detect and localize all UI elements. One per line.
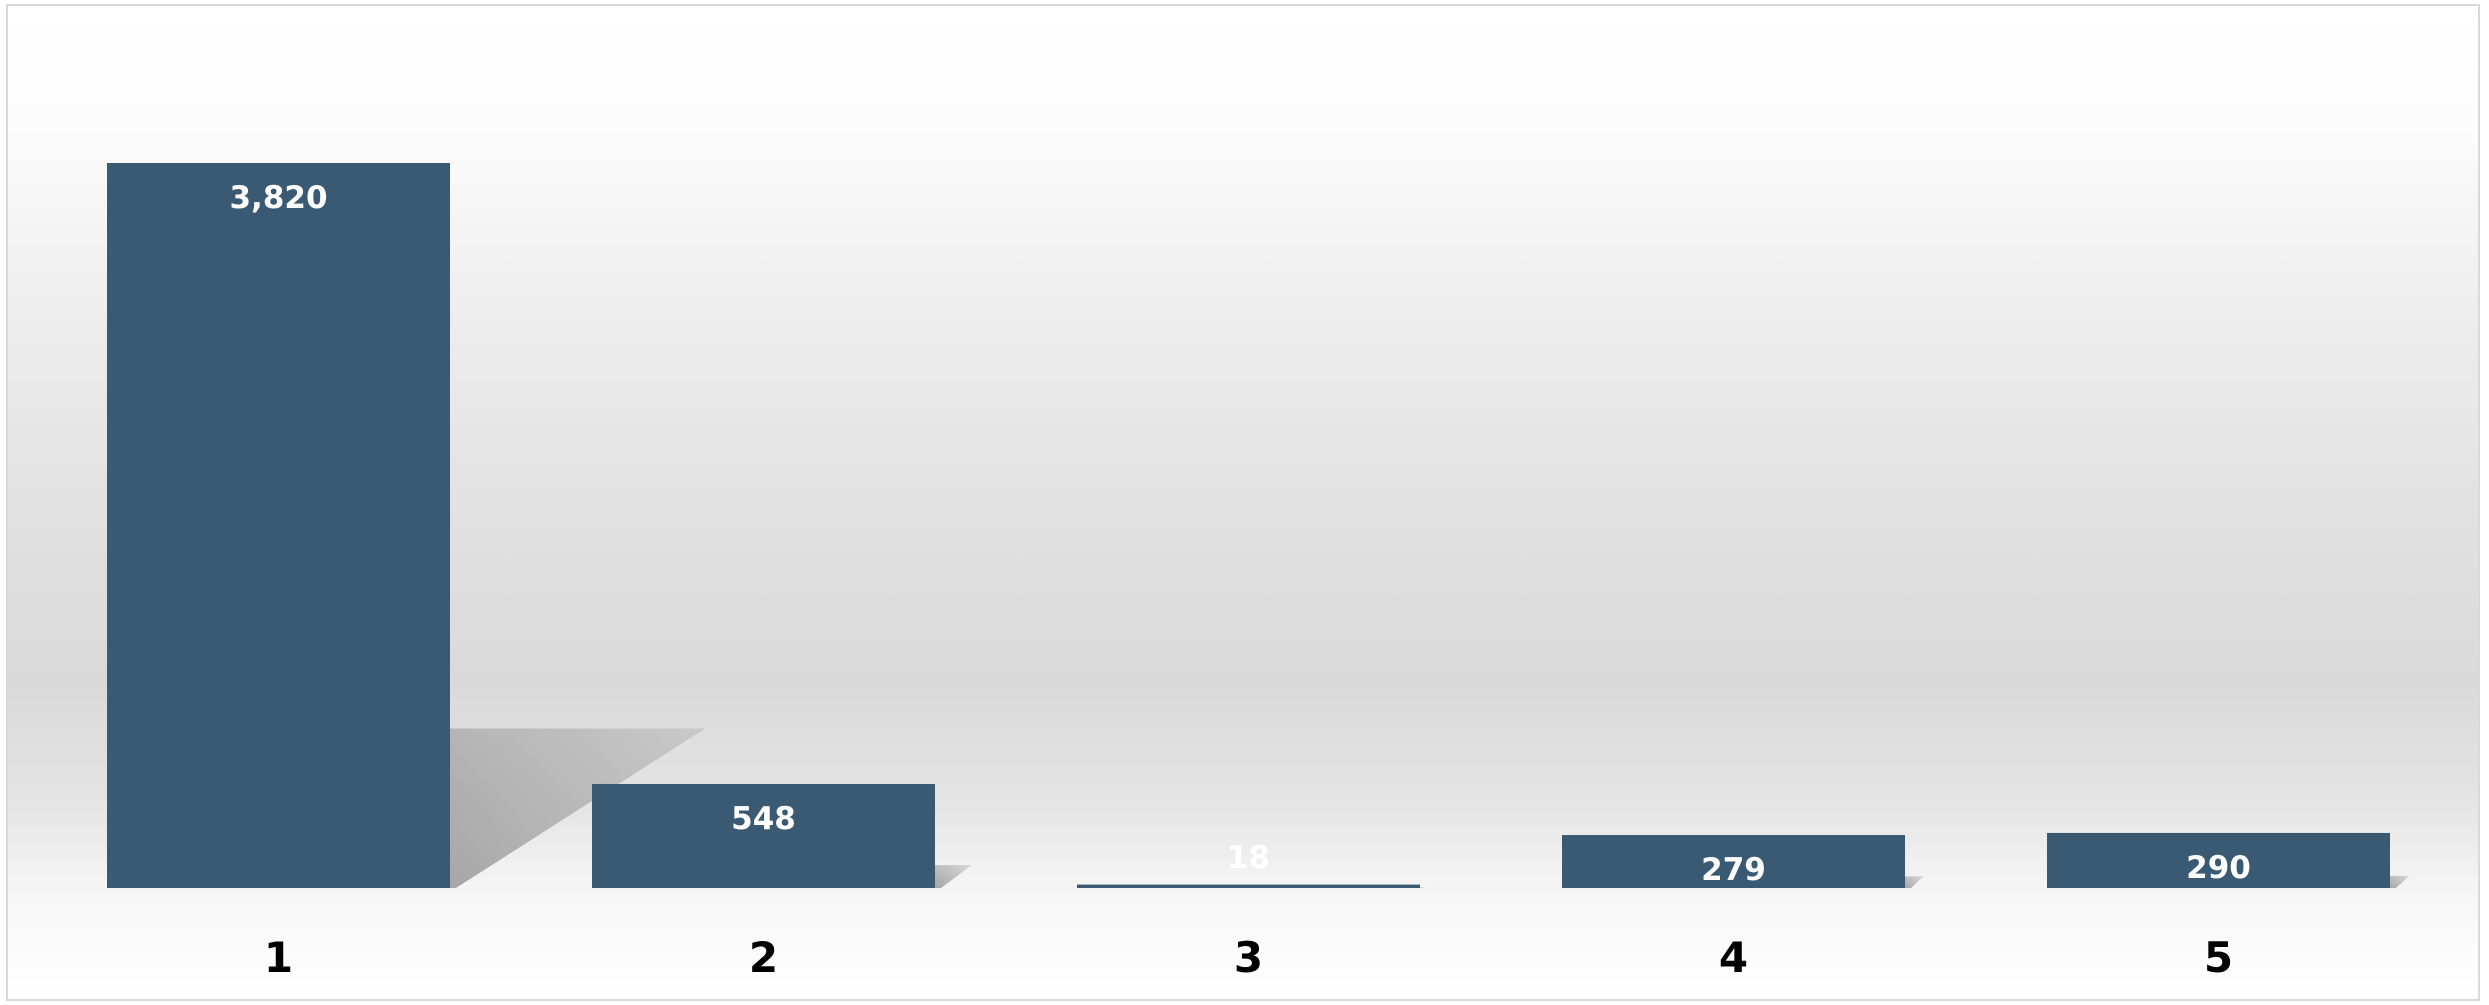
bar-shadow — [450, 728, 706, 888]
bar-shadow — [1420, 887, 1426, 888]
data-label-1: 3,820 — [229, 180, 327, 216]
data-label-3: 18 — [1227, 840, 1270, 876]
x-tick-label-2: 2 — [749, 933, 778, 982]
data-label-2: 548 — [731, 801, 796, 837]
bar-shadow — [1905, 876, 1924, 888]
x-tick-label-1: 1 — [264, 933, 293, 982]
bar-shadow — [2390, 875, 2410, 888]
x-tick-label-5: 5 — [2204, 933, 2233, 982]
bar-2 — [592, 783, 935, 888]
data-label-5: 290 — [2186, 850, 2251, 886]
data-label-4: 279 — [1701, 852, 1766, 888]
x-tick-label-3: 3 — [1234, 933, 1263, 982]
data-labels: 3,820 548 18 279 290 — [229, 180, 2250, 888]
bar-shadows — [450, 728, 2410, 888]
x-axis-ticks: 1 2 3 4 5 — [264, 933, 2233, 982]
bar-3 — [1077, 884, 1420, 888]
bar-shadow — [935, 865, 972, 888]
bar-4 — [1562, 835, 1905, 888]
bar-5 — [2047, 832, 2390, 888]
bars — [107, 163, 2390, 888]
bar-1 — [107, 163, 450, 888]
x-tick-label-4: 4 — [1719, 933, 1748, 982]
